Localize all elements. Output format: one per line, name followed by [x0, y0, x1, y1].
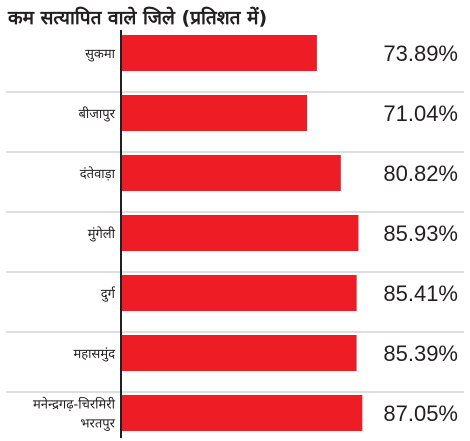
- category-label: मनेन्द्रगढ़-चिरमिरी: [33, 397, 116, 413]
- value-labels: 73.89% 71.04% 80.82% 85.93% 85.41% 85.39% 87.0…: [383, 41, 458, 426]
- bar: [122, 215, 359, 251]
- gridlines: [6, 91, 464, 393]
- value-label: 85.39%: [383, 341, 458, 366]
- bar: [122, 395, 363, 431]
- bar: [122, 335, 357, 371]
- chart-title: कम सत्यापित वाले जिले (प्रतिशत में): [8, 7, 268, 29]
- category-label: भरतपुर: [80, 417, 115, 432]
- category-label: महासमुंद: [73, 347, 116, 362]
- category-label: मुंगेली: [88, 226, 116, 242]
- value-label: 85.41%: [383, 281, 458, 306]
- category-label: दंतेवाड़ा: [80, 166, 116, 182]
- bars: [122, 35, 363, 431]
- value-label: 73.89%: [383, 41, 458, 66]
- bar: [122, 95, 308, 131]
- category-label: सुकमा: [85, 47, 116, 62]
- category-labels: सुकमा बीजापुर दंतेवाड़ा मुंगेली दुर्ग महासमुं…: [33, 47, 116, 432]
- value-label: 87.05%: [383, 401, 458, 426]
- value-label: 71.04%: [383, 101, 458, 126]
- category-label: बीजापुर: [78, 106, 115, 122]
- bar: [122, 35, 317, 71]
- category-label: दुर्ग: [101, 286, 116, 302]
- bar: [122, 275, 357, 311]
- value-label: 85.93%: [383, 221, 458, 246]
- bar: [122, 155, 341, 191]
- value-label: 80.82%: [383, 161, 458, 186]
